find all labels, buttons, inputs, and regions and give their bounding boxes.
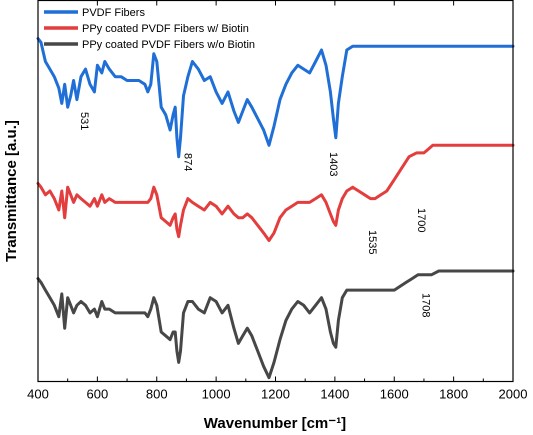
legend-label-3: PPy coated PVDF Fibers w/o Biotin: [82, 39, 255, 51]
x-tick-label: 400: [27, 387, 49, 402]
series-line-1: [36, 37, 515, 159]
series-line-3: [36, 269, 515, 380]
legend: PVDF Fibers PPy coated PVDF Fibers w/ Bio…: [44, 7, 255, 51]
plot-frame: [37, 0, 514, 383]
y-axis-title: Transmittance [a.u.]: [3, 120, 20, 262]
legend-label-2: PPy coated PVDF Fibers w/ Biotin: [82, 23, 249, 35]
peak-label: 874: [182, 153, 194, 171]
legend-label-1: PVDF Fibers: [82, 7, 145, 19]
x-tick-label: 1400: [320, 387, 349, 402]
x-tick-label: 1200: [261, 387, 290, 402]
x-tick-label: 1600: [380, 387, 409, 402]
x-tick-label: 1800: [439, 387, 468, 402]
x-axis-title: Wavenumber [cm⁻¹]: [204, 415, 346, 432]
x-tick-label: 800: [146, 387, 168, 402]
peak-label: 1700: [415, 208, 427, 232]
x-tick-label: 2000: [499, 387, 528, 402]
annotation-layer: 531 874 1403 1535 1700 1708: [78, 112, 431, 317]
x-tick-label: 1000: [202, 387, 231, 402]
x-tick-label: 600: [87, 387, 109, 402]
peak-label: 1403: [327, 152, 339, 176]
series-line-2: [36, 143, 515, 242]
x-axis: 400 600 800 1000 1200 1400 1600 1800 2000: [27, 0, 528, 402]
peak-label: 1708: [419, 293, 431, 317]
peak-label: 1535: [366, 230, 378, 254]
peak-label: 531: [78, 112, 90, 130]
series-layer: [36, 37, 515, 380]
